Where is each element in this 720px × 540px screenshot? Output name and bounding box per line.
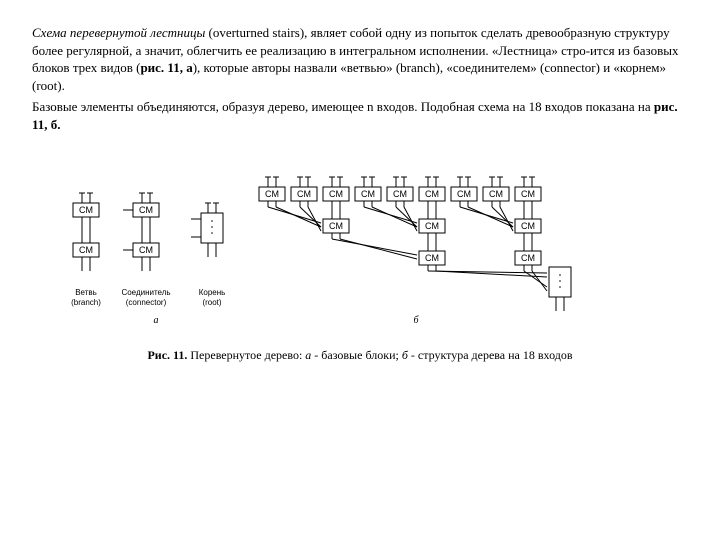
- paragraph-2: Базовые элементы объединяются, образуя д…: [32, 98, 688, 133]
- svg-text:(branch): (branch): [71, 298, 101, 307]
- ref-fig11a: рис. 11, а: [140, 60, 192, 75]
- svg-text:CM: CM: [425, 253, 439, 263]
- svg-text:CM: CM: [139, 205, 153, 215]
- svg-text:CM: CM: [457, 189, 471, 199]
- svg-text:CM: CM: [79, 205, 93, 215]
- figure-11: CM CM Ветвь(branch) CM CM Соединитель(connect…: [60, 147, 660, 363]
- svg-text:Ветвь: Ветвь: [75, 288, 97, 297]
- svg-text:CM: CM: [521, 253, 535, 263]
- svg-text:CM: CM: [329, 189, 343, 199]
- svg-text:CM: CM: [297, 189, 311, 199]
- svg-text:Соединитель: Соединитель: [121, 288, 170, 297]
- cap-t2: - базовые блоки;: [311, 348, 402, 362]
- svg-text:CM: CM: [361, 189, 375, 199]
- svg-text:CM: CM: [425, 221, 439, 231]
- figure-caption: Рис. 11. Перевернутое дерево: a - базовы…: [60, 347, 660, 363]
- svg-text:CM: CM: [489, 189, 503, 199]
- svg-text:CM: CM: [329, 221, 343, 231]
- svg-text:CM: CM: [393, 189, 407, 199]
- svg-text:a: a: [154, 315, 159, 326]
- svg-text:CM: CM: [79, 245, 93, 255]
- svg-text:(root): (root): [202, 298, 221, 307]
- term-italic: Схема перевернутой лестницы: [32, 25, 205, 40]
- svg-text:CM: CM: [265, 189, 279, 199]
- paragraph-1: Схема перевернутой лестницы (overturned …: [32, 24, 688, 94]
- cap-t1: Перевернутое дерево:: [187, 348, 305, 362]
- figure-svg: CM CM Ветвь(branch) CM CM Соединитель(connect…: [60, 147, 660, 337]
- svg-text:CM: CM: [521, 221, 535, 231]
- svg-text:CM: CM: [425, 189, 439, 199]
- svg-text:CM: CM: [139, 245, 153, 255]
- svg-text:б: б: [413, 315, 419, 326]
- cap-label: Рис. 11.: [147, 348, 187, 362]
- cap-t3: - структура дерева на 18 входов: [408, 348, 573, 362]
- svg-text:Корень: Корень: [199, 288, 226, 297]
- svg-text:CM: CM: [521, 189, 535, 199]
- p2-body: Базовые элементы объединяются, образуя д…: [32, 99, 654, 114]
- svg-text:(connector): (connector): [126, 298, 167, 307]
